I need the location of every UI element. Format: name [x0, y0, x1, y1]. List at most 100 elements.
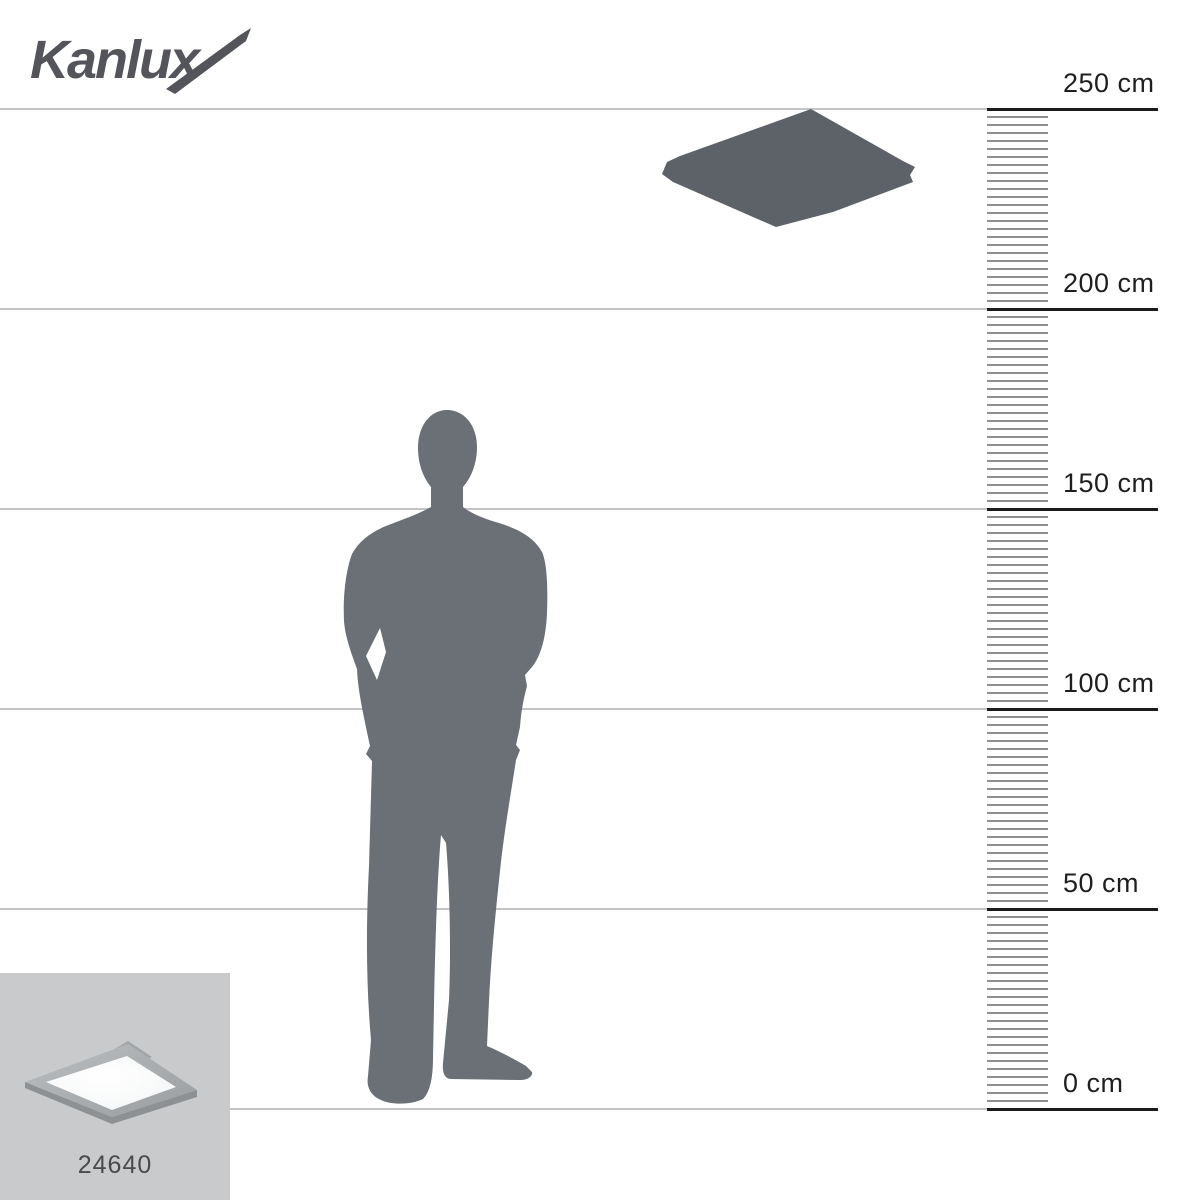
ruler-tick-mark: [987, 444, 1048, 446]
ruler-tick-mark: [987, 204, 1048, 206]
ruler-tick-mark: [987, 780, 1048, 782]
ruler-tick-mark: [987, 660, 1048, 662]
ruler-tick-mark: [987, 276, 1048, 278]
ruler-tick-mark: [987, 476, 1048, 478]
height-gridline: [0, 108, 1158, 110]
ruler-tick-mark: [987, 924, 1048, 926]
ruler-tick-mark: [987, 188, 1048, 190]
ruler-tick-mark: [987, 692, 1048, 694]
ruler-tick-mark: [987, 900, 1048, 902]
product-thumbnail[interactable]: 24640: [0, 973, 230, 1200]
ruler-tick-mark: [987, 460, 1048, 462]
product-code: 24640: [77, 1151, 153, 1179]
ruler-tick-mark: [987, 284, 1048, 286]
ruler-tick-mark: [987, 772, 1048, 774]
ruler-tick-mark: [987, 132, 1048, 134]
height-gridline: [0, 1108, 1158, 1110]
ruler-tick-mark: [987, 412, 1048, 414]
ruler-tick-mark: [987, 436, 1048, 438]
height-gridline: [0, 708, 1158, 710]
ruler-tick-mark: [987, 588, 1048, 590]
ruler-tick-mark: [987, 980, 1048, 982]
ruler-tick-mark: [987, 516, 1048, 518]
ruler-tick-mark: [987, 1028, 1048, 1030]
ruler-tick-mark: [987, 1004, 1048, 1006]
ruler-tick-mark: [987, 396, 1048, 398]
ruler-tick-mark: [987, 796, 1048, 798]
ruler-tick-mark: [987, 836, 1048, 838]
ruler-tick-mark: [987, 356, 1048, 358]
ruler-tick-mark: [987, 484, 1048, 486]
ruler-tick-mark: [987, 244, 1048, 246]
ruler-tick-mark: [987, 988, 1048, 990]
ruler-tick-mark: [987, 196, 1048, 198]
ruler-tick-mark: [987, 380, 1048, 382]
ruler-tick-mark: [987, 628, 1048, 630]
ruler-tick-mark: [987, 532, 1048, 534]
ruler-tick-mark: [987, 220, 1048, 222]
ruler-tick-mark: [987, 236, 1048, 238]
ruler-major-line: [987, 907, 1158, 911]
ruler-tick-mark: [987, 1036, 1048, 1038]
ruler-tick-mark: [987, 364, 1048, 366]
kanlux-logo-text: Kanlux: [30, 30, 202, 90]
ruler-tick-mark: [987, 580, 1048, 582]
ruler-tick-mark: [987, 300, 1048, 302]
ruler-tick-mark: [987, 940, 1048, 942]
ruler-tick-mark: [987, 500, 1048, 502]
ruler-tick-mark: [987, 564, 1048, 566]
ruler-tick-mark: [987, 1020, 1048, 1022]
ruler-tick-mark: [987, 916, 1048, 918]
ruler-tick-mark: [987, 316, 1048, 318]
ruler-tick-mark: [987, 1052, 1048, 1054]
ruler-tick-mark: [987, 996, 1048, 998]
ruler-label: 250 cm: [1063, 68, 1155, 98]
ruler-tick-mark: [987, 596, 1048, 598]
ruler-tick-mark: [987, 324, 1048, 326]
ruler-tick-mark: [987, 748, 1048, 750]
ruler-tick-mark: [987, 1044, 1048, 1046]
ruler-tick-mark: [987, 1068, 1048, 1070]
height-gridline: [0, 508, 1158, 510]
ruler-major-line: [987, 707, 1158, 711]
ruler-label: 150 cm: [1063, 468, 1155, 498]
height-gridline: [0, 308, 1158, 310]
ruler-tick-mark: [987, 292, 1048, 294]
ruler-major-line: [987, 1107, 1158, 1111]
ruler-tick-mark: [987, 948, 1048, 950]
ruler-major-line: [987, 107, 1158, 111]
ruler-tick-mark: [987, 892, 1048, 894]
ruler-tick-mark: [987, 1076, 1048, 1078]
ruler-tick-mark: [987, 764, 1048, 766]
panel-side-face: [25, 1082, 197, 1124]
ruler-tick-mark: [987, 932, 1048, 934]
panel-light-product-image: [25, 1041, 197, 1124]
ruler-label: 50 cm: [1063, 868, 1140, 898]
ruler-tick-mark: [987, 164, 1048, 166]
ruler-tick-mark: [987, 1012, 1048, 1014]
ruler-tick-mark: [987, 340, 1048, 342]
ruler-tick-mark: [987, 156, 1048, 158]
ruler-major-line: [987, 507, 1158, 511]
ruler-tick-mark: [987, 332, 1048, 334]
ruler-tick-mark: [987, 172, 1048, 174]
ruler-tick-mark: [987, 884, 1048, 886]
ruler-tick-mark: [987, 812, 1048, 814]
ruler-tick-mark: [987, 140, 1048, 142]
ruler-tick-mark: [987, 788, 1048, 790]
ruler-tick-mark: [987, 828, 1048, 830]
ruler-tick-mark: [987, 1084, 1048, 1086]
ruler-tick-mark: [987, 844, 1048, 846]
ruler-tick-mark: [987, 964, 1048, 966]
ruler-tick-mark: [987, 852, 1048, 854]
ruler-tick-mark: [987, 636, 1048, 638]
ruler-tick-mark: [987, 860, 1048, 862]
ruler-tick-mark: [987, 700, 1048, 702]
ruler-tick-mark: [987, 420, 1048, 422]
ruler-tick-mark: [987, 676, 1048, 678]
ruler-tick-mark: [987, 404, 1048, 406]
ruler-major-line: [987, 307, 1158, 311]
ruler-tick-mark: [987, 116, 1048, 118]
ruler-tick-mark: [987, 604, 1048, 606]
